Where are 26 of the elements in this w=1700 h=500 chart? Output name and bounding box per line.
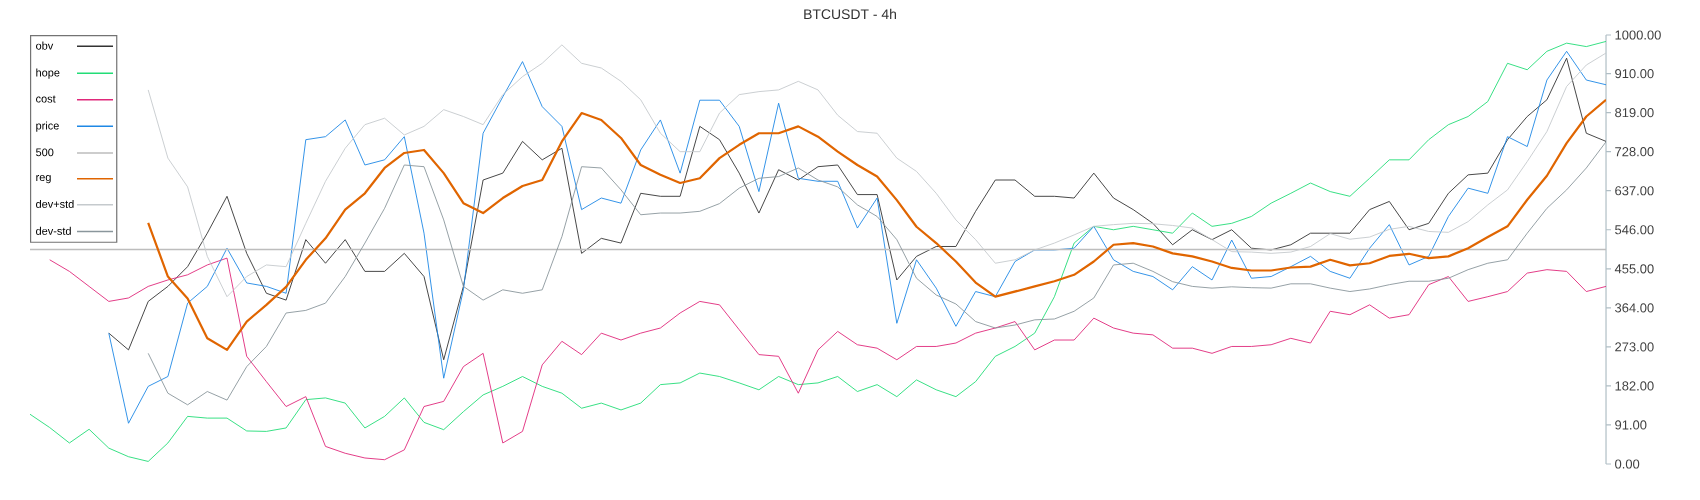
legend-label: dev+std (36, 199, 74, 208)
y-tick-label: 728.00 (1615, 147, 1654, 157)
line-series (30, 40, 1607, 462)
line-series (147, 44, 1607, 298)
line-series (147, 141, 1607, 406)
y-tick-label: 819.00 (1615, 108, 1654, 118)
y-tick-label: 91.00 (1615, 420, 1647, 430)
y-tick-label: 364.00 (1615, 303, 1654, 313)
legend-label: hope (36, 68, 60, 79)
legend-label: cost (36, 95, 56, 103)
y-tick-label: 0.00 (1615, 459, 1640, 469)
y-tick-label: 1000.00 (1615, 30, 1661, 40)
y-tick-label: 637.00 (1615, 186, 1654, 196)
legend-label: dev-std (36, 226, 71, 235)
y-tick-label: 910.00 (1615, 69, 1654, 79)
legend-label: 500 (36, 148, 54, 157)
legend-label: reg (36, 175, 51, 184)
y-tick-label: 455.00 (1614, 264, 1654, 274)
y-tick-label: 273.00 (1615, 342, 1654, 352)
legend-label: obv (36, 41, 54, 50)
legend-label: price (36, 121, 59, 132)
y-tick-label: 546.00 (1615, 225, 1654, 235)
y-tick-label: 182.00 (1615, 381, 1654, 391)
chart-title: BTCUSDT - 4h (804, 8, 896, 20)
line-series (108, 50, 1607, 424)
line-series (49, 257, 1607, 461)
